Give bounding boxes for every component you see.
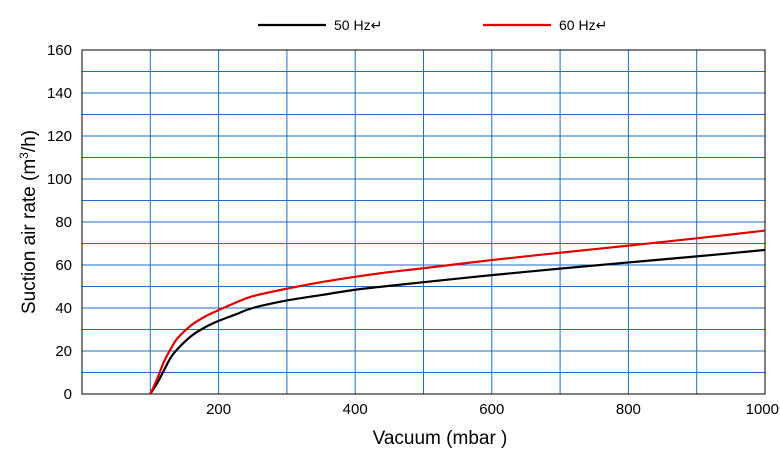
y-tick-label: 120 (47, 128, 72, 145)
series-lines (149, 229, 766, 395)
grid (82, 50, 765, 394)
series-line-60-hz (149, 229, 766, 395)
y-axis-title-superscript: 3 (17, 152, 31, 159)
y-tick-label: 140 (47, 85, 72, 102)
series-line-50-hz (149, 248, 766, 395)
y-tick-label: 100 (47, 171, 72, 188)
x-axis-title: Vacuum (mbar ) (373, 428, 508, 449)
legend-label-50-hz: 50 Hz↵ (334, 17, 382, 33)
y-tick-label: 160 (47, 42, 72, 59)
y-tick-label: 0 (64, 386, 72, 403)
y-axis-title-end: /h) (19, 130, 40, 152)
x-axis-ticks: 200 400 600 800 1000 (206, 401, 779, 418)
y-tick-label: 40 (55, 300, 72, 317)
y-axis-title: Suction air rate (m3/h) (17, 130, 40, 314)
x-tick-label: 600 (479, 401, 504, 418)
legend: 50 Hz↵ 60 Hz↵ (258, 17, 607, 33)
y-axis-ticks: 0 20 40 60 80 100 120 140 160 (47, 42, 72, 403)
x-tick-label: 400 (343, 401, 368, 418)
y-tick-label: 20 (55, 343, 72, 360)
legend-label-60-hz: 60 Hz↵ (559, 17, 607, 33)
x-tick-label: 800 (616, 401, 641, 418)
y-axis-title-main: Suction air rate (m (19, 159, 40, 314)
x-tick-label: 200 (206, 401, 231, 418)
plot-area-frame (81, 49, 766, 395)
y-tick-label: 60 (55, 257, 72, 274)
y-tick-label: 80 (55, 214, 72, 231)
x-tick-label: 1000 (746, 401, 779, 418)
